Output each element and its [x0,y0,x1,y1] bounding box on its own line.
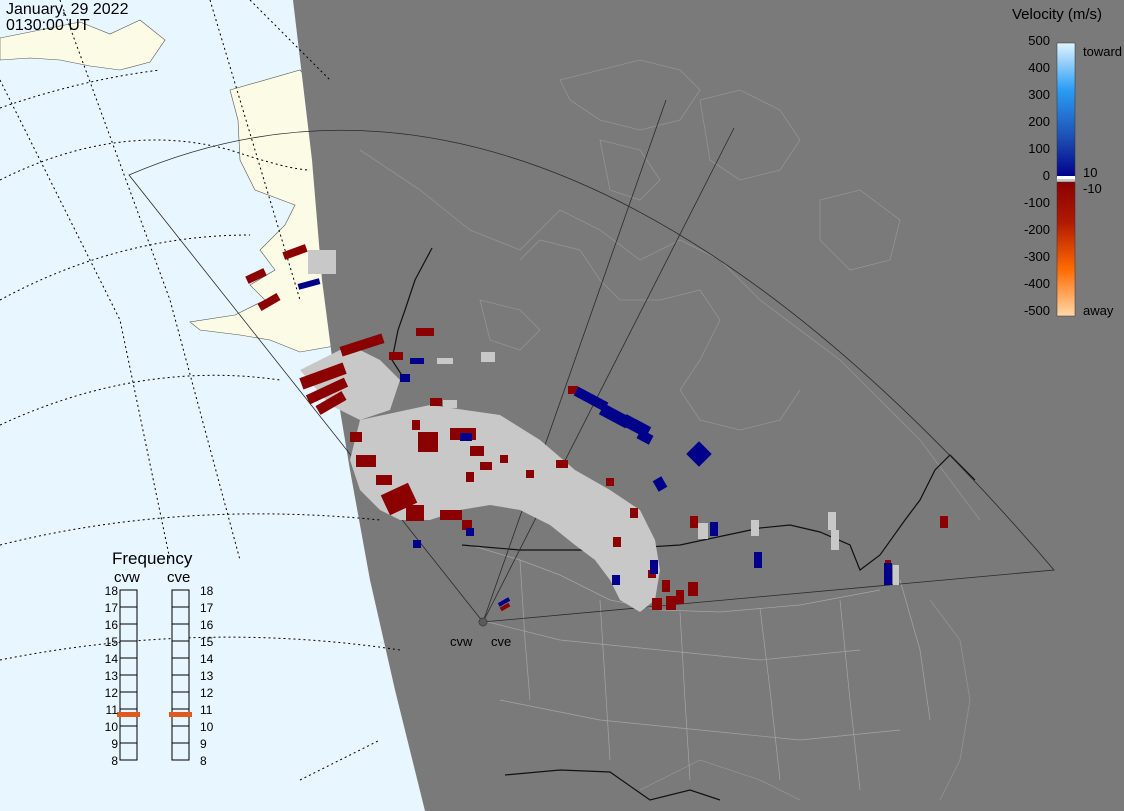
freq-right-15: 15 [200,635,214,649]
cve-frequency-marker [169,712,192,717]
velocity-threshold-neg: -10 [1083,181,1102,196]
freq-right-9: 9 [200,737,207,751]
night-coastlines [359,59,981,801]
frequency-label-cvw: cvw [114,569,140,586]
freq-left-8: 8 [111,754,118,768]
freq-left-17: 17 [104,601,118,615]
map-time: 0130:00 UT [6,17,90,34]
freq-left-11: 11 [105,703,118,717]
freq-left-15: 15 [104,635,118,649]
radar-site-marker [478,617,488,627]
velocity-away-label: away [1083,303,1114,318]
frequency-scales [119,589,190,761]
velocity-tick-neg500: -500 [1023,303,1050,318]
freq-left-14: 14 [104,652,118,666]
toward-velocity-cells [297,278,892,607]
velocity-toward-label: toward [1083,44,1123,59]
freq-right-12: 12 [200,686,214,700]
freq-right-17: 17 [200,601,214,615]
velocity-tick-300: 300 [1028,87,1050,102]
map-date: January, 29 2022 [6,1,129,18]
freq-left-18: 18 [104,584,118,598]
lat-lon-grid [0,0,401,781]
freq-right-14: 14 [200,652,214,666]
velocity-tick-500: 500 [1028,33,1050,48]
velocity-tick-neg100: -100 [1023,195,1050,210]
radar-fov [128,99,1055,623]
ground-scatter [300,250,899,612]
freq-right-16: 16 [200,618,214,632]
velocity-colorbar [1056,42,1076,317]
frequency-label-cve: cve [167,569,191,586]
border-mexico [504,769,721,801]
velocity-tick-neg400: -400 [1023,276,1050,291]
land-daylight [0,19,166,71]
cvw-frequency-marker [117,712,140,717]
site-label-cve: cve [491,634,512,649]
velocity-tick-0: 0 [1042,168,1050,183]
velocity-legend-title: Velocity (m/s) [1012,6,1103,23]
freq-left-16: 16 [104,618,118,632]
freq-right-13: 13 [200,669,214,683]
political-borders [469,544,931,791]
freq-right-10: 10 [200,720,214,734]
frequency-title: Frequency [112,549,193,568]
freq-right-11: 11 [200,703,213,717]
velocity-tick-200: 200 [1028,114,1050,129]
velocity-threshold-pos: 10 [1083,165,1098,180]
velocity-tick-100: 100 [1028,141,1050,156]
night-region [293,0,1124,811]
freq-left-9: 9 [111,737,118,751]
freq-left-12: 12 [104,686,118,700]
freq-left-10: 10 [104,720,118,734]
freq-right-18: 18 [200,584,214,598]
away-velocity-cells [245,244,948,612]
velocity-tick-neg300: -300 [1023,249,1050,264]
freq-left-13: 13 [104,669,118,683]
site-label-cvw: cvw [450,634,473,649]
velocity-tick-400: 400 [1028,60,1050,75]
border-yukon-alaska [391,247,433,381]
freq-right-8: 8 [200,754,207,768]
velocity-tick-neg200: -200 [1023,222,1050,237]
